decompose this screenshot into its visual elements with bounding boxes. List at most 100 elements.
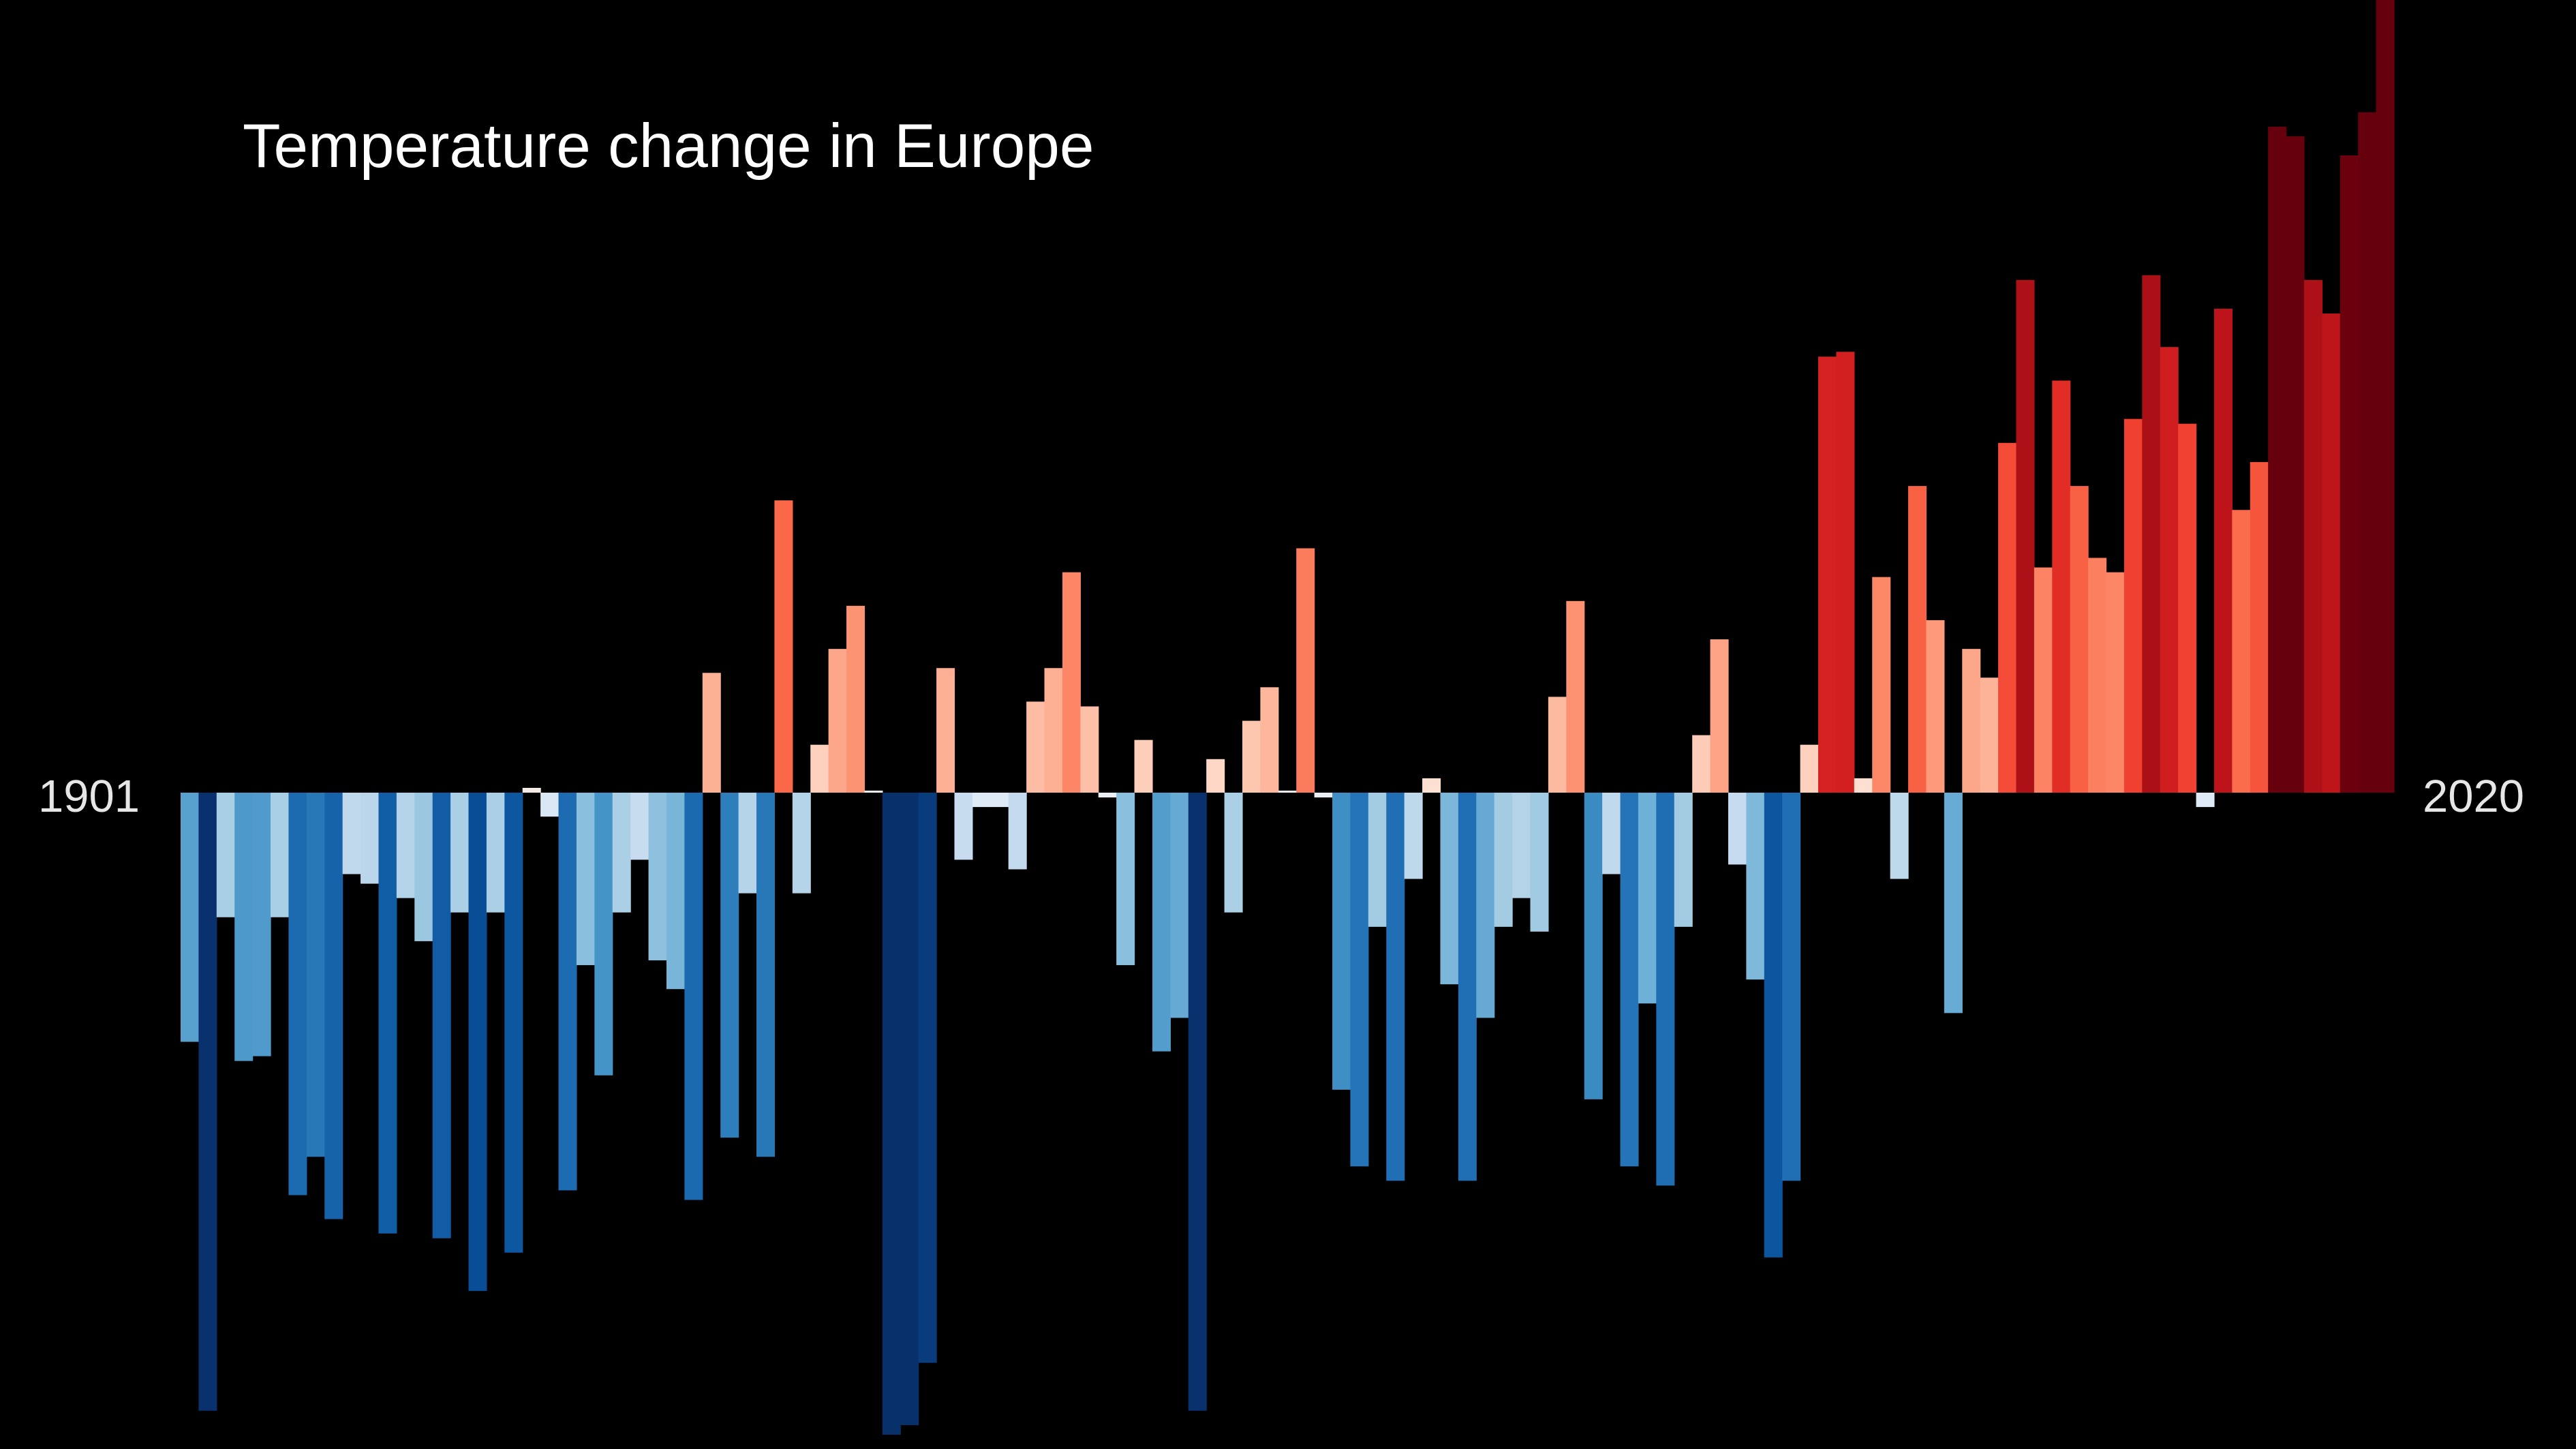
- bar-1905: [252, 793, 271, 1056]
- start-year-label: 1901: [38, 771, 140, 822]
- bar-2004: [2034, 567, 2053, 793]
- bar-1996: [1890, 793, 1909, 879]
- bar-1989: [1764, 793, 1783, 1257]
- bar-1919: [504, 793, 523, 1253]
- bar-series: [181, 0, 2395, 1435]
- bar-2009: [2123, 418, 2143, 793]
- bar-1994: [1854, 778, 1873, 793]
- bar-2022: [2358, 112, 2377, 793]
- bar-1991: [1800, 744, 1819, 793]
- bar-1973: [1476, 793, 1495, 1018]
- bar-2015: [2232, 510, 2251, 793]
- bar-2017: [2268, 126, 2287, 793]
- bar-1911: [361, 793, 380, 884]
- bar-2003: [2016, 279, 2035, 793]
- bar-1959: [1224, 793, 1243, 913]
- bar-1983: [1656, 793, 1675, 1186]
- end-year-label: 2020: [2423, 771, 2524, 822]
- bar-1980: [1602, 793, 1621, 874]
- bar-1939: [864, 791, 883, 793]
- bar-1910: [342, 793, 361, 874]
- bar-1982: [1638, 793, 1657, 1004]
- bar-1976: [1530, 793, 1549, 932]
- bar-1956: [1170, 793, 1189, 1018]
- bar-1937: [828, 649, 847, 793]
- bar-1950: [1062, 572, 1081, 793]
- bar-1975: [1512, 793, 1531, 898]
- bar-1903: [216, 793, 235, 917]
- bar-2005: [2052, 380, 2071, 793]
- bar-1951: [1080, 706, 1099, 793]
- bar-1954: [1134, 739, 1153, 793]
- bar-2000: [1962, 649, 1981, 793]
- bar-1960: [1242, 720, 1261, 793]
- bar-2013: [2196, 793, 2215, 808]
- bar-1964: [1314, 793, 1333, 798]
- bar-1942: [918, 793, 937, 1363]
- bar-1918: [486, 793, 505, 913]
- bar-1906: [271, 793, 290, 917]
- bar-1935: [792, 793, 811, 894]
- bar-2010: [2142, 275, 2161, 793]
- bar-1966: [1350, 793, 1369, 1167]
- bar-1952: [1098, 793, 1117, 798]
- bar-1920: [522, 787, 541, 793]
- bar-1949: [1044, 668, 1063, 793]
- bar-1936: [810, 744, 829, 793]
- bar-1953: [1116, 793, 1135, 966]
- bar-1915: [432, 793, 451, 1238]
- bar-1967: [1368, 793, 1387, 927]
- bar-1902: [198, 793, 217, 1411]
- bar-1948: [1026, 701, 1045, 793]
- bar-1930: [702, 673, 721, 793]
- bar-1940: [882, 793, 901, 1435]
- bar-2008: [2106, 572, 2125, 793]
- bar-1962: [1278, 791, 1297, 793]
- bar-1992: [1818, 356, 1837, 793]
- bar-1923: [576, 793, 595, 966]
- bar-2018: [2286, 136, 2305, 793]
- bar-1904: [234, 793, 254, 1061]
- bar-2011: [2160, 347, 2179, 793]
- bar-2012: [2178, 423, 2197, 793]
- bar-2006: [2070, 486, 2089, 793]
- bar-1914: [414, 793, 433, 941]
- bar-1988: [1746, 793, 1765, 980]
- bar-1934: [774, 500, 793, 793]
- bar-1907: [288, 793, 307, 1195]
- bar-1925: [612, 793, 631, 913]
- bar-1971: [1440, 793, 1459, 985]
- bar-2021: [2340, 155, 2359, 793]
- bar-1901: [181, 793, 200, 1042]
- bar-1912: [378, 793, 397, 1234]
- bar-1984: [1674, 793, 1693, 927]
- bar-1965: [1332, 793, 1351, 1090]
- bar-1917: [468, 793, 487, 1292]
- bar-1947: [1008, 793, 1027, 870]
- bar-1969: [1404, 793, 1423, 879]
- bar-2016: [2250, 461, 2269, 793]
- bar-1929: [684, 793, 703, 1200]
- bar-2020: [2322, 314, 2341, 793]
- bar-1963: [1296, 548, 1315, 793]
- chart-title: Temperature change in Europe: [243, 112, 1094, 181]
- bar-1985: [1692, 735, 1711, 793]
- bar-2014: [2213, 308, 2233, 793]
- bar-1979: [1584, 793, 1603, 1099]
- bar-1941: [900, 793, 919, 1425]
- bar-1924: [594, 793, 613, 1076]
- bar-1931: [720, 793, 739, 1138]
- bar-1961: [1260, 687, 1279, 793]
- bar-1928: [666, 793, 685, 990]
- bar-1932: [738, 793, 757, 894]
- bar-1997: [1908, 486, 1927, 793]
- bar-1944: [954, 793, 973, 860]
- bar-1986: [1710, 639, 1729, 793]
- bar-1955: [1152, 793, 1171, 1052]
- bar-1946: [990, 793, 1009, 808]
- bar-1995: [1872, 577, 1891, 793]
- bar-1933: [756, 793, 776, 1157]
- bar-1957: [1188, 793, 1207, 1411]
